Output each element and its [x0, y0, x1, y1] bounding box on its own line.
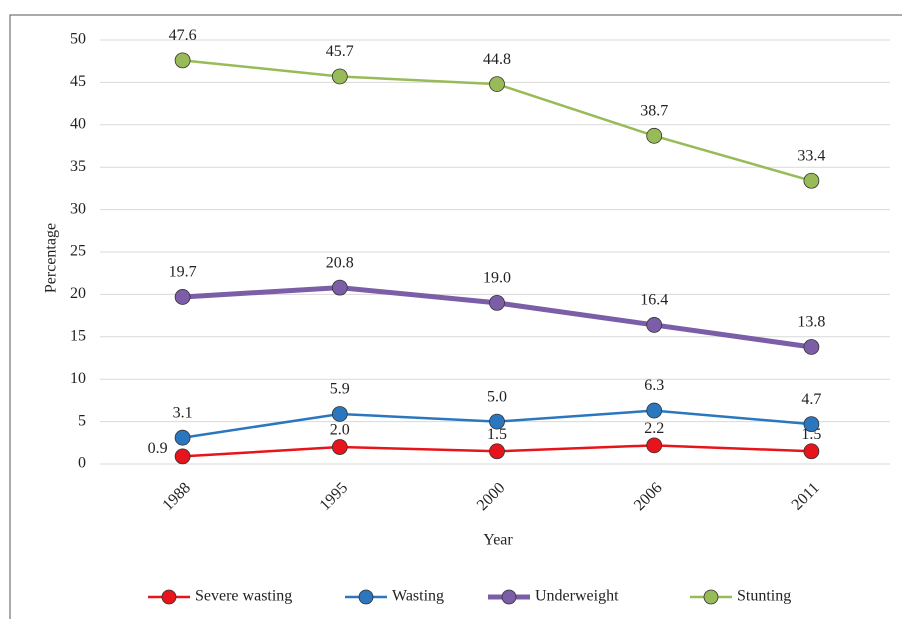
legend-label: Underweight	[535, 588, 619, 605]
data-label: 5.9	[330, 381, 350, 398]
y-tick-label: 5	[78, 412, 86, 429]
data-point	[174, 289, 191, 305]
data-point	[803, 443, 820, 460]
y-tick-label: 15	[70, 327, 86, 344]
data-point	[803, 339, 820, 355]
data-point	[174, 429, 191, 446]
data-point	[646, 127, 663, 144]
data-label: 19.0	[483, 270, 511, 287]
legend-marker	[501, 589, 517, 605]
data-label: 6.3	[644, 377, 664, 394]
data-label: 47.6	[169, 27, 197, 44]
data-label: 1.5	[487, 426, 507, 443]
data-label: 44.8	[483, 51, 511, 68]
x-tick-label: 1995	[317, 479, 352, 514]
data-point	[489, 76, 505, 92]
data-point	[489, 294, 505, 311]
legend-marker	[703, 589, 719, 605]
y-tick-label: 45	[70, 73, 86, 90]
data-point	[489, 413, 505, 430]
y-axis-label: Percentage	[43, 223, 60, 293]
data-label: 38.7	[640, 102, 668, 119]
data-point	[646, 437, 663, 454]
data-point	[646, 317, 663, 333]
data-point	[331, 406, 348, 422]
data-label: 5.0	[487, 388, 507, 405]
x-axis-label: Year	[483, 532, 513, 549]
legend-label: Severe wasting	[195, 588, 292, 605]
data-point	[331, 279, 348, 296]
y-tick-label: 0	[78, 455, 86, 472]
data-label: 45.7	[326, 43, 354, 60]
data-point	[331, 439, 348, 455]
data-point	[331, 68, 348, 85]
data-label: 33.4	[797, 147, 825, 164]
y-tick-label: 40	[70, 115, 86, 132]
data-label: 4.7	[801, 391, 821, 408]
data-point	[489, 443, 505, 460]
data-label: 0.9	[148, 440, 168, 457]
y-tick-label: 20	[70, 285, 86, 302]
data-point	[803, 416, 820, 433]
y-tick-label: 25	[70, 243, 86, 260]
x-tick-label: 2000	[474, 479, 509, 514]
data-point	[803, 172, 820, 189]
x-tick-label: 2011	[789, 479, 823, 513]
data-point	[174, 52, 191, 69]
data-label: 16.4	[640, 292, 668, 309]
legend-label: Stunting	[737, 588, 791, 605]
data-point	[646, 402, 663, 419]
data-label: 20.8	[326, 254, 354, 271]
x-tick-label: 1988	[159, 479, 194, 514]
data-label: 19.7	[169, 264, 197, 281]
data-label: 3.1	[173, 404, 193, 421]
frame	[9, 14, 902, 619]
y-tick-label: 50	[70, 31, 86, 48]
x-tick-label: 2006	[631, 479, 666, 514]
data-label: 13.8	[797, 314, 825, 331]
y-tick-label: 30	[70, 200, 86, 217]
data-label: 2.0	[330, 422, 350, 439]
data-point	[174, 448, 191, 465]
y-tick-label: 35	[70, 158, 86, 175]
data-label: 2.2	[644, 420, 664, 437]
y-tick-label: 10	[70, 370, 86, 387]
legend-label: Wasting	[392, 588, 444, 605]
legend-marker	[358, 589, 374, 605]
legend-marker	[161, 589, 177, 605]
